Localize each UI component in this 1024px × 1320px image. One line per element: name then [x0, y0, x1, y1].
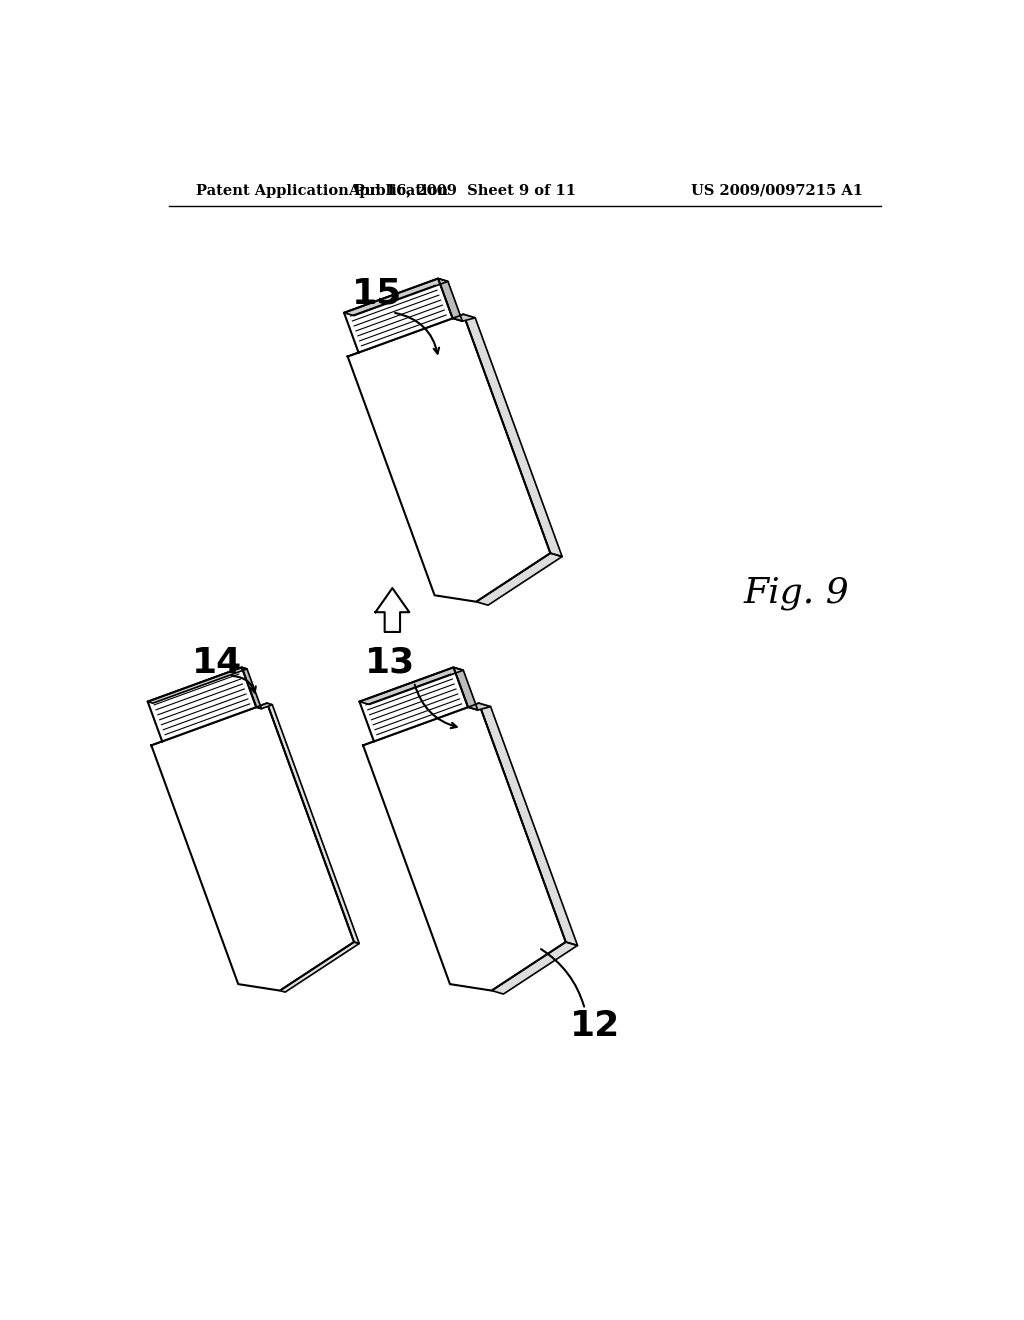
Polygon shape — [152, 704, 354, 990]
Polygon shape — [376, 589, 410, 632]
Polygon shape — [359, 668, 463, 705]
Polygon shape — [476, 553, 562, 605]
Polygon shape — [453, 314, 475, 321]
Polygon shape — [348, 314, 550, 602]
Polygon shape — [147, 668, 247, 704]
Polygon shape — [479, 704, 578, 945]
Polygon shape — [256, 704, 272, 709]
Text: Apr. 16, 2009  Sheet 9 of 11: Apr. 16, 2009 Sheet 9 of 11 — [348, 183, 575, 198]
Text: 12: 12 — [569, 1010, 620, 1043]
Polygon shape — [147, 668, 256, 742]
Text: 15: 15 — [352, 276, 402, 310]
Text: Patent Application Publication: Patent Application Publication — [196, 183, 449, 198]
Polygon shape — [492, 942, 578, 994]
Polygon shape — [267, 704, 359, 944]
Text: 13: 13 — [365, 645, 415, 680]
Polygon shape — [468, 704, 490, 710]
Polygon shape — [464, 314, 562, 557]
Polygon shape — [344, 279, 453, 352]
Polygon shape — [344, 279, 447, 315]
Text: US 2009/0097215 A1: US 2009/0097215 A1 — [691, 183, 863, 198]
Polygon shape — [280, 942, 359, 993]
Polygon shape — [364, 704, 565, 990]
Polygon shape — [454, 668, 478, 710]
Text: 14: 14 — [191, 645, 242, 680]
Text: Fig. 9: Fig. 9 — [743, 577, 850, 610]
Polygon shape — [359, 668, 468, 742]
Polygon shape — [242, 668, 261, 709]
Polygon shape — [438, 279, 463, 321]
